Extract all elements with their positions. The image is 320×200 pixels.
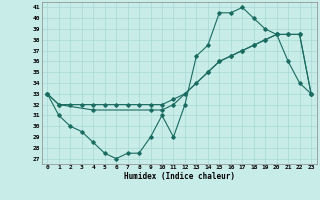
X-axis label: Humidex (Indice chaleur): Humidex (Indice chaleur): [124, 172, 235, 181]
